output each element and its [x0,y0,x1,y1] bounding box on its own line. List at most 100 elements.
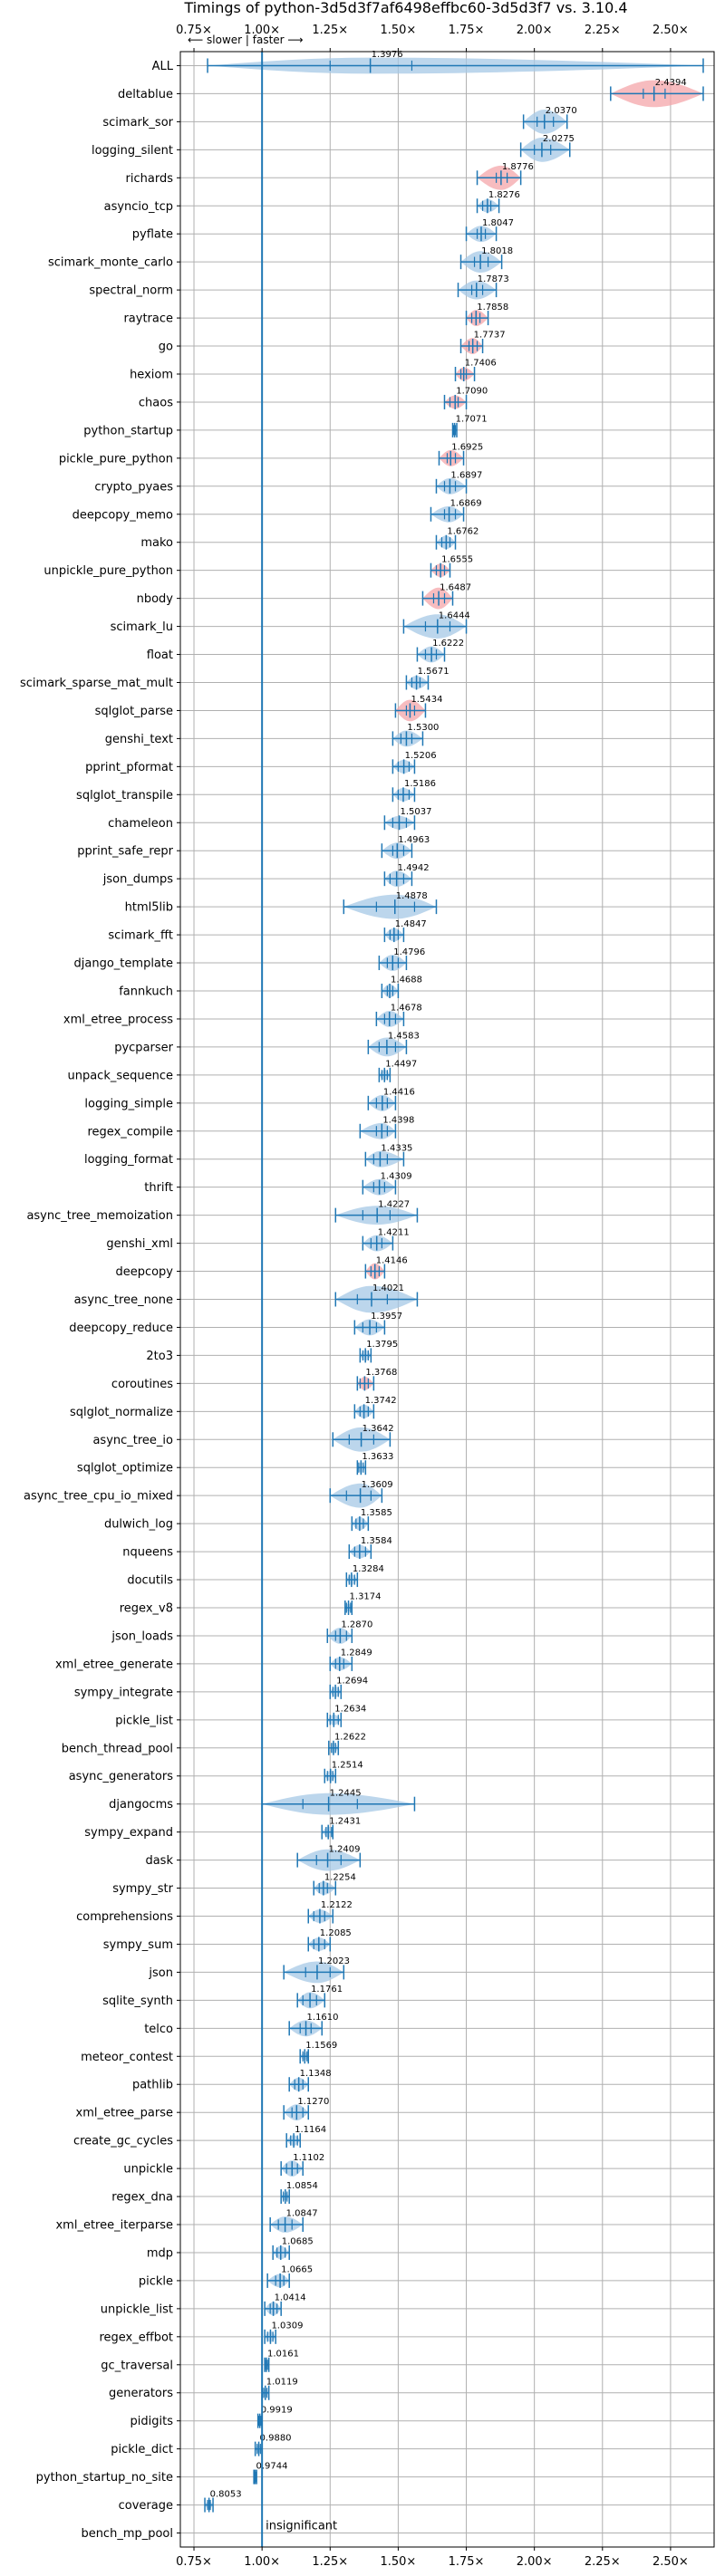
value-label: 1.2431 [329,1816,361,1826]
benchmark-row: 1.3768 [356,1368,397,1391]
y-tick-label: pickle [139,2274,173,2288]
benchmark-row: 1.0309 [264,2321,303,2344]
value-label: 1.2622 [334,1732,366,1742]
benchmark-row: 1.5434 [394,695,442,722]
value-label: 1.4497 [385,1060,417,1070]
benchmark-row: 1.5037 [383,807,432,831]
benchmark-row: 1.1348 [288,2069,332,2092]
benchmark-row: 1.3795 [359,1340,398,1363]
y-tick-label: coverage [119,2499,173,2513]
y-tick-label: 2to3 [146,1350,173,1363]
value-label: 1.6222 [432,639,464,649]
y-tick-label: sympy_expand [84,1826,173,1840]
y-tick-label: dask [145,1854,173,1868]
value-label: 1.6444 [439,610,470,620]
benchmark-row: 1.7737 [459,331,506,354]
value-label: 1.6925 [451,443,483,453]
value-label: 1.0161 [267,2350,299,2360]
value-label: 1.7873 [478,274,509,284]
benchmark-row: 1.4309 [362,1171,412,1196]
y-tick-label: gc_traversal [101,2359,173,2372]
benchmark-row: 1.2409 [296,1844,362,1871]
value-label: 1.8276 [488,190,520,200]
y-tick-label: bench_mp_pool [81,2527,173,2541]
benchmark-row: 1.1569 [299,2041,337,2064]
y-tick-label: regex_v8 [120,1602,173,1616]
benchmark-row: 1.4146 [364,1255,408,1280]
value-label: 1.4398 [382,1115,414,1125]
benchmark-row: 1.8018 [459,246,513,273]
gridlines [180,52,714,2547]
benchmark-row: 1.6925 [438,443,483,466]
benchmark-row: 1.4847 [383,919,427,943]
benchmark-row: 1.0685 [272,2237,314,2260]
value-label: 1.0847 [286,2209,318,2219]
y-tick-label: sqlglot_transpile [76,789,173,803]
value-label: 1.0119 [266,2377,298,2387]
y-tick-label: unpickle_list [101,2302,173,2316]
x-tick-label-bottom: 2.25× [585,2555,621,2569]
direction-label: ⟵ slower | faster ⟶ [188,34,304,46]
value-label: 1.4942 [398,863,430,873]
value-label: 1.0685 [282,2237,314,2247]
x-tick-label-top: 2.00× [517,24,553,37]
x-tick-label-top: 2.25× [585,24,621,37]
y-tick-label: pickle_dict [111,2443,173,2456]
benchmark-row: 1.2431 [321,1816,361,1840]
y-tick-label: pprint_safe_repr [77,845,173,859]
value-label: 1.4211 [378,1227,410,1237]
value-label: 1.0854 [286,2181,318,2191]
benchmark-row: 1.4497 [378,1060,417,1082]
y-tick-label: json [148,1966,173,1980]
y-tick-label: scimark_sparse_mat_mult [20,677,173,690]
y-tick-label: sqlglot_parse [95,705,173,718]
value-label: 1.1348 [300,2069,332,2079]
benchmark-row: 1.1164 [285,2125,326,2148]
benchmark-row: 1.7071 [451,415,488,437]
y-tick-label: dulwich_log [104,1518,173,1532]
y-tick-label: xml_etree_parse [76,2107,173,2120]
y-tick-label: regex_effbot [99,2331,173,2344]
benchmark-row: 1.7090 [443,387,488,409]
benchmark-row: 1.7873 [457,274,509,300]
value-label: 1.1761 [311,1985,343,1994]
benchmark-row: 1.4678 [375,1004,422,1027]
value-label: 1.3957 [371,1312,402,1322]
y-tick-label: chaos [139,396,173,409]
benchmark-row: 1.4878 [343,891,438,919]
value-label: 1.1164 [295,2125,326,2135]
y-tick-label: coroutines [111,1378,173,1391]
benchmark-row: 1.4398 [359,1115,414,1139]
y-tick-label: nqueens [122,1546,173,1560]
value-label: 1.3609 [362,1480,393,1490]
benchmark-row: 1.4211 [362,1227,410,1252]
y-tick-label: bench_thread_pool [62,1742,173,1755]
value-label: 1.7737 [474,331,506,341]
y-tick-label: genshi_text [105,733,173,746]
y-tick-label: telco [144,2023,173,2036]
value-label: 2.0370 [546,106,577,116]
benchmark-row: 1.4942 [383,863,430,888]
benchmark-row: 1.1270 [283,2097,329,2121]
value-label: 1.2023 [318,1956,350,1966]
y-tick-label: html5lib [125,901,173,915]
y-tick-label: chameleon [108,817,173,831]
value-label: 0.9744 [256,2461,287,2471]
benchmark-row: 1.0847 [269,2209,318,2233]
x-tick-label-top: 0.75× [176,24,212,37]
y-tick-label: comprehensions [76,1910,173,1924]
benchmark-row: 1.2870 [326,1620,372,1644]
benchmark-row: 1.3284 [345,1564,384,1588]
benchmark-row: 1.2122 [307,1900,353,1924]
benchmark-row: 1.6869 [430,498,482,523]
x-tick-label-bottom: 1.50× [380,2555,416,2569]
benchmark-row: 1.0854 [280,2181,318,2205]
x-tick-label-bottom: 1.25× [312,2555,348,2569]
benchmark-row: 1.0665 [266,2265,313,2288]
value-label: 1.3284 [353,1564,384,1574]
value-label: 1.4847 [395,919,427,929]
value-label: 1.2634 [334,1705,366,1715]
y-tick-label: async_tree_memoization [26,1209,173,1223]
value-label: 1.4878 [396,891,428,901]
